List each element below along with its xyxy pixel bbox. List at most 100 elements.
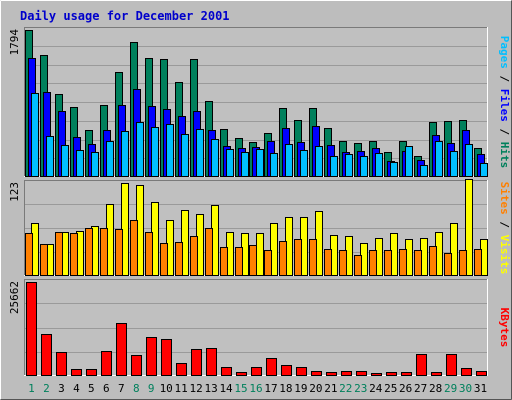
bar-sites-day-11 [175, 242, 183, 276]
bar-pages-day-30 [465, 144, 473, 177]
bar-sites-day-4 [70, 233, 78, 276]
bar-kbytes-day-5 [86, 369, 97, 376]
bar-sites-day-15 [235, 247, 243, 276]
bar-kbytes-day-13 [206, 348, 217, 376]
panel-max-label: 1794 [8, 29, 21, 56]
bar-pages-day-15 [241, 152, 249, 177]
bar-pages-day-13 [211, 139, 219, 177]
x-tick-label-18: 18 [279, 382, 292, 395]
x-tick-label-16: 16 [249, 382, 262, 395]
bar-kbytes-day-30 [461, 368, 472, 376]
x-tick-label-11: 11 [175, 382, 188, 395]
bar-sites-day-5 [85, 228, 93, 276]
bar-pages-day-23 [360, 156, 368, 177]
bar-pages-day-19 [300, 150, 308, 177]
bar-sites-day-17 [264, 250, 272, 276]
x-tick-label-17: 17 [264, 382, 277, 395]
bar-sites-day-3 [55, 232, 63, 276]
bar-kbytes-day-20 [311, 371, 322, 376]
bar-pages-day-18 [285, 144, 293, 177]
chart-panels: 1794 Pages / Files / Hits 123 Sites / Visit… [8, 27, 511, 376]
x-tick-label-23: 23 [354, 382, 367, 395]
bar-pages-day-25 [390, 162, 398, 177]
panel-max-label: 25662 [8, 281, 21, 314]
bar-sites-day-26 [399, 249, 407, 276]
series-sites [25, 220, 482, 276]
bar-sites-day-19 [294, 239, 302, 276]
panel-visits-sites: 123 Sites / Visits [8, 179, 511, 276]
bar-sites-day-20 [309, 239, 317, 276]
bar-sites-day-25 [384, 250, 392, 276]
bar-sites-day-7 [115, 229, 123, 276]
bar-visits-day-29 [450, 223, 458, 276]
panel-series-legend: Sites / Visits [498, 182, 511, 275]
bar-pages-day-10 [166, 124, 174, 177]
x-tick-label-25: 25 [384, 382, 397, 395]
bar-pages-day-16 [256, 149, 264, 177]
x-tick-label-24: 24 [369, 382, 383, 395]
bar-kbytes-day-9 [146, 337, 157, 376]
x-tick-label-4: 4 [73, 382, 80, 395]
bar-kbytes-day-21 [326, 372, 337, 376]
bar-sites-day-28 [429, 246, 437, 276]
bar-kbytes-day-10 [161, 339, 172, 376]
bar-pages-day-12 [196, 129, 204, 177]
x-tick-label-31: 31 [474, 382, 487, 395]
bar-pages-day-3 [61, 145, 69, 177]
x-tick-label-1: 1 [28, 382, 35, 395]
bar-kbytes-day-18 [281, 365, 292, 376]
x-tick-label-3: 3 [58, 382, 65, 395]
x-tick-label-26: 26 [399, 382, 412, 395]
panel-series-legend: KBytes [498, 308, 511, 348]
bar-pages-day-20 [315, 146, 323, 177]
bar-kbytes-day-22 [341, 371, 352, 376]
bar-kbytes-day-15 [236, 372, 247, 376]
x-tick-label-12: 12 [190, 382, 203, 395]
x-tick-label-7: 7 [118, 382, 125, 395]
bar-kbytes-day-4 [71, 369, 82, 376]
bar-pages-day-29 [450, 151, 458, 177]
x-tick-label-27: 27 [414, 382, 427, 395]
bar-pages-day-17 [270, 153, 278, 177]
x-axis-labels: 1 2 3 4 5 6 7 8 9 10 11 12 13 14 15 16 17 18 19 20 21 22 23 24 2… [28, 382, 487, 395]
legend-part: / [498, 122, 511, 142]
x-tick-label-10: 10 [160, 382, 173, 395]
series-kbytes [26, 282, 487, 376]
bar-sites-day-2 [40, 244, 48, 276]
x-tick-label-22: 22 [339, 382, 352, 395]
x-tick-label-21: 21 [324, 382, 337, 395]
bar-kbytes-day-26 [401, 372, 412, 376]
bar-pages-day-22 [345, 154, 353, 177]
bar-kbytes-day-8 [131, 355, 142, 376]
bar-sites-day-31 [474, 249, 482, 276]
series-pages [31, 93, 488, 177]
bar-kbytes-day-27 [416, 354, 427, 376]
bar-kbytes-day-16 [251, 367, 262, 376]
bar-kbytes-day-17 [266, 358, 277, 376]
x-tick-label-19: 19 [294, 382, 307, 395]
bar-pages-day-21 [330, 156, 338, 177]
bar-sites-day-27 [414, 250, 422, 276]
legend-part: / [498, 69, 511, 89]
bar-sites-day-8 [130, 220, 138, 276]
bar-sites-day-1 [25, 233, 33, 276]
bar-pages-day-24 [375, 153, 383, 177]
bar-kbytes-day-3 [56, 352, 67, 376]
panel-kbytes: 25662 KBytes [8, 279, 511, 376]
x-tick-label-15: 15 [234, 382, 247, 395]
bar-kbytes-day-28 [431, 372, 442, 376]
bar-kbytes-day-31 [476, 371, 487, 376]
panel-series-legend: Pages / Files / Hits [498, 36, 511, 169]
legend-part: Sites [498, 182, 511, 215]
bar-sites-day-9 [145, 232, 153, 276]
bar-sites-day-12 [190, 236, 198, 276]
bar-kbytes-day-6 [101, 351, 112, 376]
bar-sites-day-30 [459, 250, 467, 276]
bar-sites-day-18 [279, 241, 287, 276]
legend-part: Hits [498, 142, 511, 169]
bar-visits-day-17 [270, 223, 278, 276]
chart-title: Daily usage for December 2001 [20, 9, 230, 23]
bar-sites-day-13 [205, 228, 213, 276]
bar-sites-day-22 [339, 250, 347, 276]
x-tick-label-5: 5 [88, 382, 95, 395]
